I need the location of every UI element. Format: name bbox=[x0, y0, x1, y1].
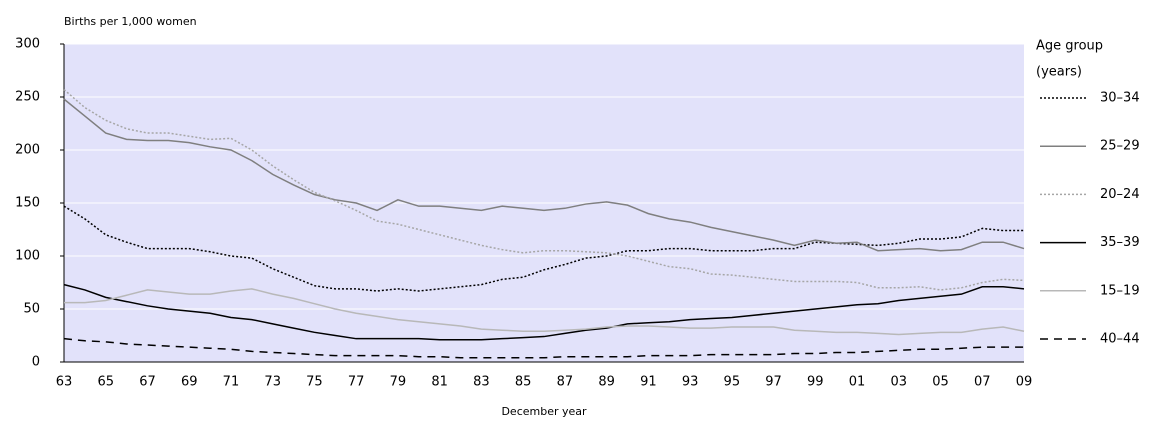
x-tick-label: 79 bbox=[390, 375, 407, 390]
y-axis-label: Births per 1,000 women bbox=[64, 15, 197, 28]
y-tick-label: 250 bbox=[15, 90, 40, 105]
x-tick-label: 97 bbox=[765, 375, 782, 390]
x-tick-label: 89 bbox=[598, 375, 615, 390]
x-tick-label: 03 bbox=[891, 375, 908, 390]
x-axis-label: December year bbox=[501, 405, 587, 418]
legend-label: 35–39 bbox=[1100, 235, 1140, 250]
y-tick-label: 0 bbox=[32, 355, 40, 370]
series-line bbox=[63, 337, 1024, 359]
x-tick-label: 77 bbox=[348, 375, 365, 390]
x-tick-label: 67 bbox=[139, 375, 156, 390]
x-tick-label: 71 bbox=[223, 375, 240, 390]
x-tick-label: 85 bbox=[515, 375, 532, 390]
x-tick-label: 63 bbox=[56, 375, 73, 390]
x-tick-label: 99 bbox=[807, 375, 824, 390]
x-tick-label: 09 bbox=[1016, 375, 1033, 390]
x-tick-label: 81 bbox=[431, 375, 448, 390]
x-tick-label: 83 bbox=[473, 375, 490, 390]
y-tick-label: 100 bbox=[15, 249, 40, 264]
x-tick-label: 05 bbox=[932, 375, 949, 390]
legend-title: (years) bbox=[1036, 65, 1082, 80]
legend-label: 40–44 bbox=[1100, 332, 1140, 347]
y-tick-label: 200 bbox=[15, 143, 40, 158]
series-line bbox=[64, 288, 1025, 336]
legend-label: 25–29 bbox=[1100, 139, 1140, 154]
x-tick-label: 87 bbox=[557, 375, 574, 390]
series-line bbox=[63, 89, 1025, 291]
legend-label: 15–19 bbox=[1100, 283, 1140, 298]
legend-label: 30–34 bbox=[1100, 91, 1140, 106]
series-line bbox=[63, 98, 1025, 252]
y-tick-label: 150 bbox=[15, 196, 40, 211]
y-tick-label: 300 bbox=[15, 37, 40, 52]
x-tick-label: 07 bbox=[974, 375, 991, 390]
x-tick-label: 95 bbox=[724, 375, 741, 390]
x-tick-label: 91 bbox=[640, 375, 657, 390]
legend-label: 20–24 bbox=[1100, 187, 1140, 202]
x-tick-label: 75 bbox=[306, 375, 323, 390]
x-tick-label: 65 bbox=[97, 375, 114, 390]
x-tick-label: 93 bbox=[682, 375, 699, 390]
series-line bbox=[63, 283, 1025, 341]
x-tick-label: 01 bbox=[849, 375, 866, 390]
x-tick-label: 69 bbox=[181, 375, 198, 390]
legend-title: Age group bbox=[1036, 39, 1103, 54]
x-tick-label: 73 bbox=[264, 375, 281, 390]
y-tick-label: 50 bbox=[23, 302, 40, 317]
